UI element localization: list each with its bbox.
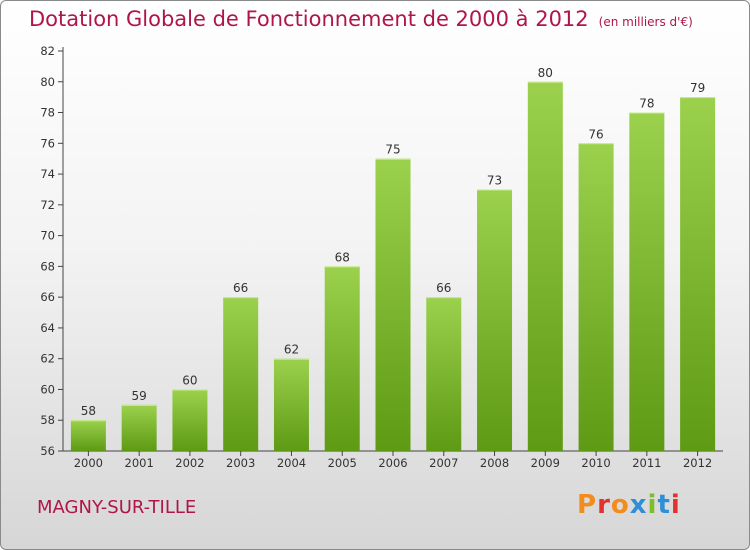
- chart-title-text: Dotation Globale de Fonctionnement de 20…: [29, 7, 589, 31]
- bar: [426, 297, 462, 451]
- bar-value-label: 60: [182, 373, 197, 387]
- bar-value-label: 66: [436, 281, 451, 295]
- y-tick-label: 76: [40, 136, 55, 150]
- x-tick-label: 2012: [683, 456, 712, 470]
- bar: [70, 420, 106, 451]
- x-tick-label: 2006: [378, 456, 407, 470]
- bar: [273, 358, 309, 451]
- bar-value-label: 80: [538, 66, 553, 80]
- bar: [324, 266, 360, 451]
- chart-labels: 58 59 60 66 62 68 75 66 73 80 76 78 79: [81, 66, 706, 418]
- chart-subtitle: (en milliers d'€): [598, 15, 693, 29]
- bar: [527, 81, 563, 452]
- x-tick-label: 2011: [632, 456, 661, 470]
- x-tick-label: 2000: [74, 456, 103, 470]
- bar-value-label: 59: [132, 389, 147, 403]
- chart-axes: 56 58 60 62 64 66 68 70 72 74 76 78 80 82 2000 2001 2002…: [40, 44, 723, 470]
- y-tick-label: 56: [40, 444, 55, 458]
- x-tick-label: 2005: [328, 456, 357, 470]
- y-tick-label: 58: [40, 413, 55, 427]
- bar: [629, 112, 665, 452]
- bar: [680, 97, 716, 452]
- chart-title: Dotation Globale de Fonctionnement de 20…: [29, 7, 693, 31]
- y-tick-label: 74: [40, 167, 55, 181]
- bar: [477, 189, 513, 451]
- bar-value-label: 58: [81, 404, 96, 418]
- bar-value-label: 62: [284, 343, 299, 357]
- y-tick-label: 60: [40, 382, 55, 396]
- bar-value-label: 68: [335, 250, 350, 264]
- bar: [578, 143, 614, 452]
- bar-value-label: 75: [385, 143, 400, 157]
- y-tick-label: 68: [40, 259, 55, 273]
- brand-logo: Proxiti: [577, 490, 681, 520]
- brand-letter: P: [577, 490, 598, 520]
- x-tick-label: 2010: [581, 456, 610, 470]
- bar-value-label: 79: [690, 81, 705, 95]
- commune-name: MAGNY-SUR-TILLE: [37, 497, 197, 518]
- bar-value-label: 73: [487, 173, 502, 187]
- brand-letter: x: [629, 490, 648, 520]
- bar-value-label: 76: [588, 127, 603, 141]
- brand-letter: i: [647, 490, 658, 520]
- x-tick-label: 2007: [429, 456, 458, 470]
- x-tick-label: 2004: [277, 456, 306, 470]
- y-tick-label: 62: [40, 352, 55, 366]
- chart-bars: [70, 81, 716, 452]
- y-tick-label: 78: [40, 106, 55, 120]
- bar: [121, 404, 157, 451]
- bar-value-label: 78: [639, 97, 654, 111]
- x-tick-label: 2008: [480, 456, 509, 470]
- y-tick-label: 82: [40, 44, 55, 58]
- bar-value-label: 66: [233, 281, 248, 295]
- y-tick-label: 64: [40, 321, 55, 335]
- y-tick-label: 70: [40, 229, 55, 243]
- brand-letter: r: [597, 490, 611, 520]
- brand-letter: o: [610, 490, 630, 520]
- x-tick-label: 2001: [125, 456, 154, 470]
- x-tick-label: 2009: [531, 456, 560, 470]
- y-tick-label: 80: [40, 75, 55, 89]
- y-tick-label: 66: [40, 290, 55, 304]
- brand-letter: i: [670, 490, 681, 520]
- bar: [375, 158, 411, 451]
- y-tick-label: 72: [40, 198, 55, 212]
- x-tick-label: 2002: [175, 456, 204, 470]
- brand-letter: t: [657, 490, 671, 520]
- bar: [172, 389, 208, 451]
- bar: [223, 297, 259, 451]
- x-tick-label: 2003: [226, 456, 255, 470]
